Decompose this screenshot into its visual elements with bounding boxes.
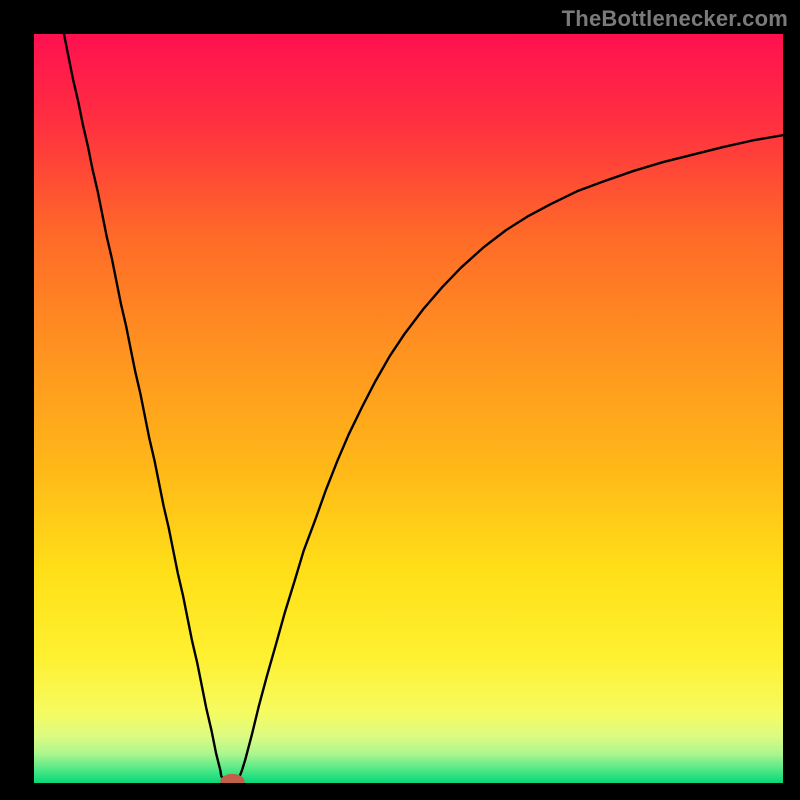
watermark-text: TheBottlenecker.com	[562, 6, 788, 32]
plot-area	[34, 34, 783, 783]
chart-outer: TheBottlenecker.com	[0, 0, 800, 800]
gradient-background	[34, 34, 783, 783]
plot-svg	[34, 34, 783, 783]
